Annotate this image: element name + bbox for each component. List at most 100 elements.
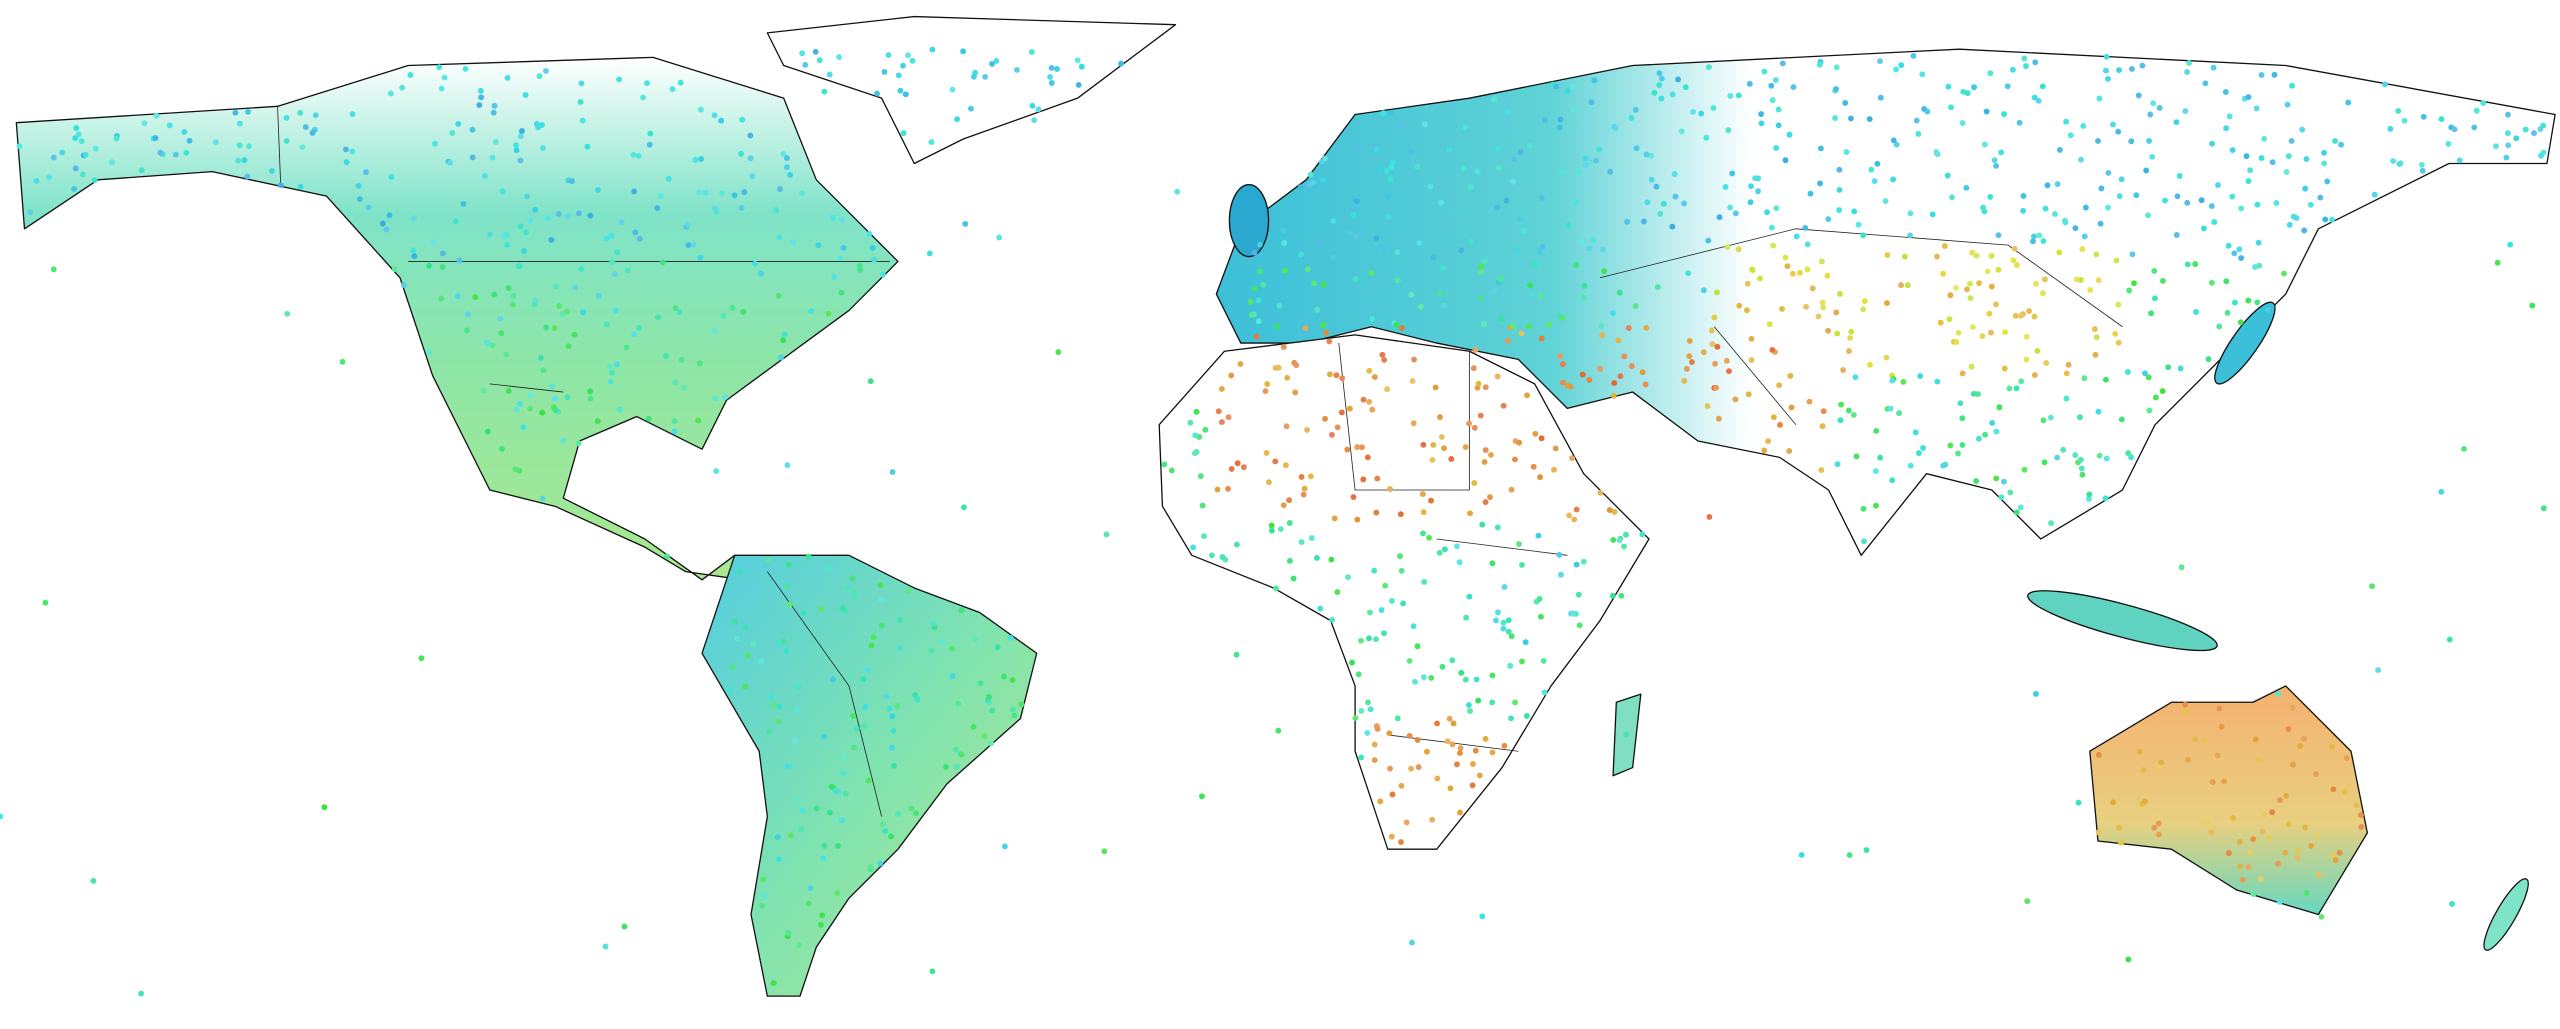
station-dot (1352, 275, 1359, 282)
station-dot (1937, 319, 1944, 326)
station-dot (1489, 672, 1496, 679)
station-dot (1495, 164, 1502, 171)
station-dot (758, 902, 765, 909)
station-dot (713, 468, 720, 475)
station-dot (2093, 251, 2100, 258)
station-dot (2124, 369, 2131, 375)
station-dot (505, 285, 512, 291)
station-dot (1500, 625, 1507, 632)
station-dot (1054, 66, 1060, 72)
station-dot (1470, 365, 1477, 372)
station-dot (750, 640, 757, 647)
station-dot (1872, 468, 1879, 475)
station-dot (797, 826, 804, 833)
station-dot (1654, 284, 1661, 291)
station-dot (1350, 211, 1357, 218)
station-dot (1339, 375, 1346, 382)
station-dot (456, 257, 463, 264)
station-dot (536, 73, 543, 80)
station-dot (2125, 956, 2132, 963)
station-dot (1470, 761, 1476, 767)
station-dot (2080, 122, 2087, 129)
station-dot (1552, 445, 1559, 452)
station-dot (1837, 417, 1844, 424)
station-dot (2150, 100, 2157, 107)
station-dot (2155, 764, 2162, 771)
station-dot (1228, 372, 1235, 379)
station-dot (2445, 140, 2452, 147)
station-dot (1591, 77, 1598, 84)
station-dot (2438, 116, 2445, 123)
station-dot (1481, 258, 1488, 265)
station-dot (1866, 116, 1873, 123)
station-dot (1657, 210, 1664, 217)
station-dot (1570, 107, 1577, 114)
station-dot (1449, 741, 1456, 748)
station-dot (840, 770, 847, 777)
station-dot (1592, 157, 1599, 164)
station-dot (1606, 507, 1613, 514)
station-dot (1588, 99, 1595, 106)
station-dot (1995, 232, 2002, 239)
station-dot (545, 215, 552, 222)
station-dot (2077, 456, 2084, 463)
station-dot (181, 129, 188, 135)
station-dot (2330, 786, 2337, 793)
station-dot (1275, 727, 1282, 734)
station-dot (1836, 207, 1843, 213)
station-dot (1416, 240, 1423, 247)
station-dot (1711, 314, 1718, 321)
station-dot (1313, 554, 1320, 561)
station-dot (2021, 55, 2028, 62)
station-dot (2208, 279, 2215, 286)
station-dot (2125, 450, 2132, 457)
station-dot (1508, 486, 1515, 493)
station-dot (1317, 605, 1324, 612)
station-dot (783, 647, 790, 654)
station-dot (2151, 267, 2158, 274)
station-dot (2451, 126, 2458, 133)
station-dot (861, 723, 868, 730)
station-dot (879, 821, 886, 827)
station-dot (1648, 152, 1654, 159)
station-dot (2341, 788, 2348, 795)
station-dot (520, 248, 527, 255)
station-dot (606, 363, 613, 370)
britain (1228, 184, 1270, 258)
station-dot (1507, 662, 1514, 669)
station-dot (1427, 183, 1434, 190)
station-dot (2221, 778, 2228, 785)
station-dot (1809, 285, 1816, 292)
station-dot (1761, 447, 1768, 454)
station-dot (1192, 450, 1198, 457)
station-dot (1993, 475, 2000, 482)
station-dot (1466, 593, 1473, 600)
station-dot (1197, 473, 1204, 480)
station-dot (1344, 446, 1351, 453)
station-dot (645, 415, 652, 422)
station-dot (1877, 58, 1883, 65)
station-dot (719, 190, 726, 197)
station-dot (1818, 258, 1825, 265)
station-dot (520, 424, 527, 431)
station-dot (1355, 146, 1362, 153)
station-dot (787, 763, 794, 770)
station-dot (1505, 617, 1512, 624)
station-dot (1320, 322, 1327, 328)
station-dot (1607, 168, 1614, 175)
station-dot (1686, 338, 1693, 344)
station-dot (1793, 233, 1800, 240)
station-dot (2255, 239, 2262, 246)
station-dot (1326, 338, 1333, 345)
station-dot (2001, 111, 2008, 117)
station-dot (1817, 145, 1824, 152)
station-dot (492, 139, 499, 146)
station-dot (2032, 280, 2039, 287)
station-dot (1573, 506, 1580, 513)
station-dot (2289, 82, 2296, 89)
station-dot (2537, 126, 2544, 132)
station-dot (968, 105, 974, 112)
station-dot (1420, 509, 1427, 516)
station-dot (2382, 81, 2388, 88)
new-zealand (2483, 878, 2529, 951)
